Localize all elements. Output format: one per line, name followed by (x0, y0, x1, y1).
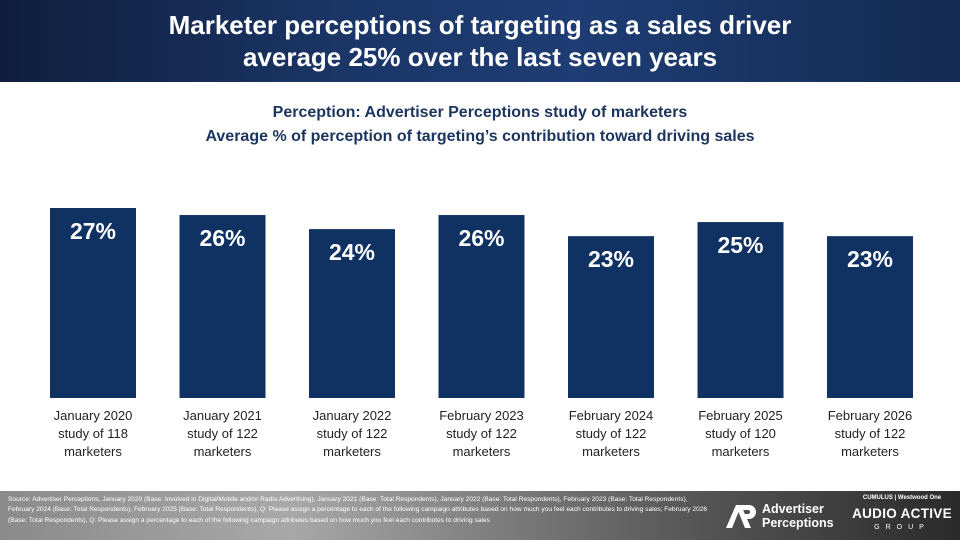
x-category-5: February 2024 study of 122 marketers (568, 408, 654, 459)
bar-1 (50, 208, 136, 398)
data-label-7: 23% (847, 246, 893, 272)
bar-7 (827, 236, 913, 398)
data-label-1: 27% (70, 218, 116, 244)
x-category-2: January 2021 study of 122 marketers (183, 408, 262, 459)
bar-3 (309, 229, 395, 398)
ap-mark-icon (726, 505, 756, 528)
source-note: Source: Advertiser Perceptions, January … (8, 496, 708, 524)
title-line-2: average 25% over the last seven years (242, 42, 718, 72)
data-label-6: 25% (717, 232, 763, 258)
audio-active-group-logo: CUMULUS | Westwood One AUDIO ACTIVE GROU… (850, 495, 954, 537)
bar-4 (438, 215, 525, 398)
bar-6 (697, 222, 784, 398)
ap-logo-line-2: Perceptions (762, 516, 834, 530)
data-label-3: 24% (329, 239, 375, 265)
title-line-1: Marketer perceptions of targeting as a s… (168, 10, 792, 40)
data-label-5: 23% (588, 246, 634, 272)
bar-5 (568, 236, 654, 398)
chart-subtitle-2: Average % of perception of targeting’s c… (205, 128, 755, 145)
x-category-6: February 2025 study of 120 marketers (698, 408, 783, 459)
ap-logo-line-1: Advertiser (762, 502, 824, 516)
bar-2 (179, 215, 266, 398)
advertiser-perceptions-logo: Advertiser Perceptions (724, 501, 842, 531)
title-banner: Marketer perceptions of targeting as a s… (0, 0, 960, 82)
data-label-2: 26% (199, 225, 245, 251)
aa-logo-top: CUMULUS | Westwood One (862, 495, 942, 501)
x-category-4: February 2023 study of 122 marketers (439, 408, 524, 459)
data-label-4: 26% (458, 225, 504, 251)
x-category-3: January 2022 study of 122 marketers (312, 408, 392, 459)
footer: Source: Advertiser Perceptions, January … (0, 491, 960, 540)
aa-logo-main: AUDIO ACTIVE (852, 506, 952, 521)
x-category-1: January 2020 study of 118 marketers (53, 408, 133, 459)
aa-logo-sub: GROUP (874, 524, 930, 531)
chart-subtitle-1: Perception: Advertiser Perceptions study… (272, 104, 688, 121)
x-category-7: February 2026 study of 122 marketers (827, 408, 913, 459)
